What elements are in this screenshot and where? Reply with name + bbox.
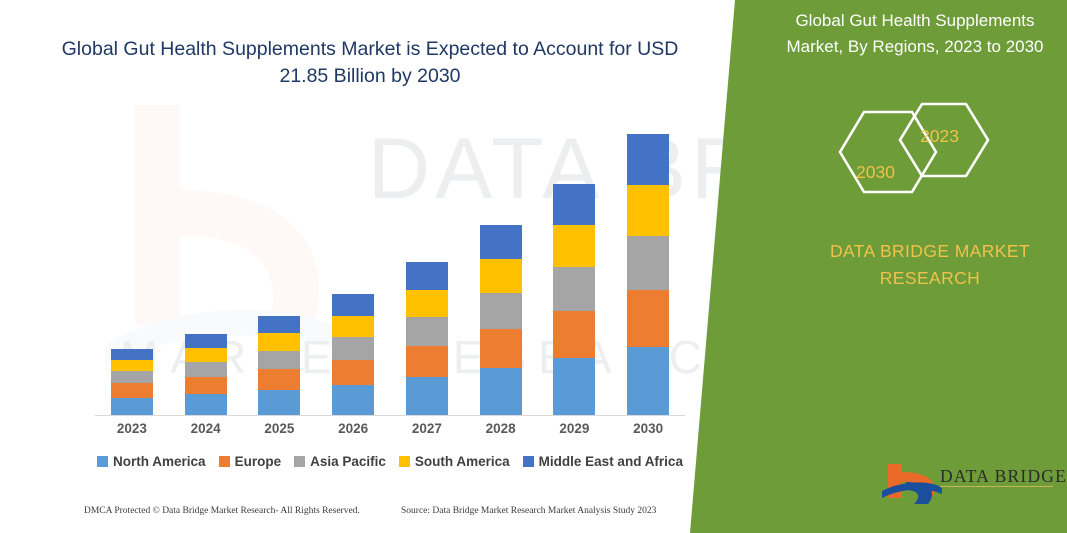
legend-swatch-icon xyxy=(97,456,109,467)
legend-label: South America xyxy=(414,454,510,469)
bar-group[interactable] xyxy=(332,293,375,416)
green-side-panel xyxy=(690,0,1067,533)
bar-segment[interactable] xyxy=(627,236,670,290)
bar-segment[interactable] xyxy=(184,376,227,395)
x-axis-label: 2025 xyxy=(264,421,295,436)
bar-segment[interactable] xyxy=(553,183,596,226)
bar-segment[interactable] xyxy=(258,315,301,334)
legend-item[interactable]: Asia Pacific xyxy=(294,454,386,469)
bar-segment[interactable] xyxy=(553,310,596,359)
bar-group[interactable] xyxy=(553,183,596,416)
x-axis-label: 2027 xyxy=(411,421,442,436)
legend-item[interactable]: North America xyxy=(97,454,206,469)
bar-segment[interactable] xyxy=(110,359,153,372)
bar-group[interactable] xyxy=(110,348,153,416)
brand-tagline-line1: DATA BRIDGE MARKET xyxy=(829,241,1031,261)
legend-label: North America xyxy=(113,454,206,469)
bar-segment[interactable] xyxy=(110,371,153,384)
bar-segment[interactable] xyxy=(405,345,448,378)
bar-segment[interactable] xyxy=(332,315,375,338)
legend-label: Middle East and Africa xyxy=(538,454,683,469)
bar-segment[interactable] xyxy=(479,225,522,259)
legend-item[interactable]: Europe xyxy=(218,454,282,469)
bar-segment[interactable] xyxy=(405,317,448,346)
bar-segment[interactable] xyxy=(332,293,375,316)
footer: DMCA Protected © Data Bridge Market Rese… xyxy=(0,506,700,526)
x-axis-label: 2028 xyxy=(485,421,516,436)
hexagon-badges: 2030 2023 xyxy=(826,98,1006,206)
hexagon-2023-label: 2023 xyxy=(920,126,959,146)
x-axis-label: 2030 xyxy=(633,421,664,436)
page-title: Global Gut Health Supplements Market is … xyxy=(61,38,679,87)
chart-legend: North America Europe Asia Pacific South Ame… xyxy=(95,454,685,469)
bar-segment[interactable] xyxy=(405,377,448,416)
bar-segment[interactable] xyxy=(479,329,522,369)
legend-swatch-icon xyxy=(294,456,306,467)
bar-segment[interactable] xyxy=(184,362,227,377)
chart-panel: Global Gut Health Supplements Market is … xyxy=(0,38,700,526)
bar-segment[interactable] xyxy=(627,134,670,185)
bar-segment[interactable] xyxy=(184,333,227,348)
x-axis-labels: 2023 2024 2025 2026 2027 2028 2029 2030 xyxy=(95,421,685,443)
bar-group[interactable] xyxy=(479,225,522,416)
bar-segment[interactable] xyxy=(332,337,375,360)
brand-tagline: DATA BRIDGE MARKET RESEARCH xyxy=(790,238,1067,292)
bar-segment[interactable] xyxy=(553,267,596,311)
brand-logo-name: DATA BRIDGE xyxy=(940,466,1067,486)
bar-group[interactable] xyxy=(258,315,301,416)
footer-source: Source: Data Bridge Market Research Mark… xyxy=(401,506,657,516)
bar-segment[interactable] xyxy=(405,289,448,318)
legend-swatch-icon xyxy=(398,456,410,467)
bar-segment[interactable] xyxy=(258,390,301,416)
x-axis-label: 2024 xyxy=(190,421,221,436)
x-axis-label: 2026 xyxy=(338,421,369,436)
bar-segment[interactable] xyxy=(332,359,375,386)
brand-logo-sub: MARKET RESEARCH xyxy=(941,489,1067,498)
bar-group[interactable] xyxy=(405,262,448,416)
bar-segment[interactable] xyxy=(479,368,522,416)
bar-segment[interactable] xyxy=(627,347,670,416)
bar-segment[interactable] xyxy=(258,369,301,391)
bar-segment[interactable] xyxy=(553,225,596,268)
bar-segment[interactable] xyxy=(405,262,448,290)
bar-chart-plot-area xyxy=(95,100,685,416)
bar-group[interactable] xyxy=(184,333,227,416)
hexagon-2023-shape xyxy=(898,102,990,178)
data-bridge-logo-icon xyxy=(882,464,942,504)
chart-baseline xyxy=(95,415,685,416)
bar-segment[interactable] xyxy=(627,184,670,237)
bar-segment[interactable] xyxy=(627,289,670,348)
brand-tagline-line2: RESEARCH xyxy=(879,268,981,288)
hexagon-2030-label: 2030 xyxy=(856,162,895,182)
legend-label: Europe xyxy=(234,454,282,469)
bar-segment[interactable] xyxy=(258,333,301,351)
bar-segment[interactable] xyxy=(479,258,522,294)
bar-segment[interactable] xyxy=(110,348,153,360)
bar-segment[interactable] xyxy=(553,358,596,416)
legend-item[interactable]: South America xyxy=(398,454,510,469)
legend-swatch-icon xyxy=(522,456,534,467)
bar-group[interactable] xyxy=(627,134,670,416)
bar-segment[interactable] xyxy=(110,397,153,416)
footer-copyright: DMCA Protected © Data Bridge Market Rese… xyxy=(84,506,360,516)
legend-label: Asia Pacific xyxy=(310,454,386,469)
bar-segment[interactable] xyxy=(184,394,227,416)
x-axis-label: 2023 xyxy=(116,421,147,436)
hexagon-2030-shape xyxy=(838,110,938,194)
legend-swatch-icon xyxy=(218,456,230,467)
x-axis-label: 2029 xyxy=(559,421,590,436)
bar-segment[interactable] xyxy=(479,293,522,330)
bar-segment[interactable] xyxy=(184,348,227,363)
side-panel-title: Global Gut Health Supplements Market, By… xyxy=(786,11,1044,56)
bar-segment[interactable] xyxy=(258,350,301,370)
brand-logo-rule xyxy=(940,486,1053,487)
bar-segment[interactable] xyxy=(332,385,375,416)
bar-segment[interactable] xyxy=(110,383,153,398)
legend-item[interactable]: Middle East and Africa xyxy=(522,454,683,469)
